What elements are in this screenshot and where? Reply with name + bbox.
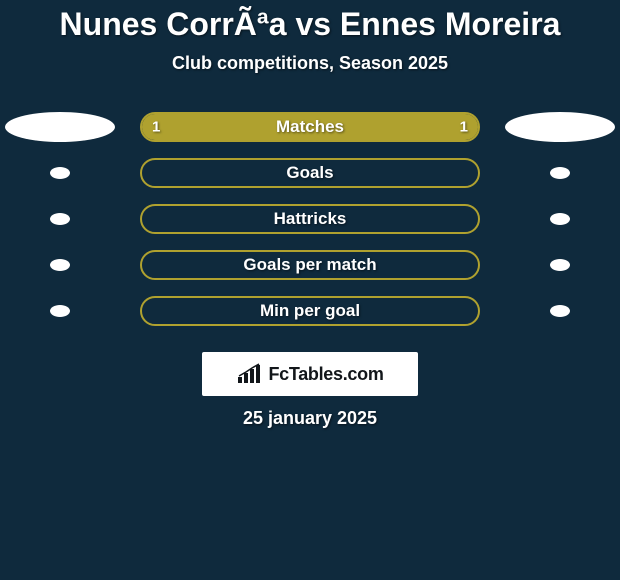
value-ellipse-left bbox=[50, 305, 70, 317]
stat-bar: Goals per match bbox=[140, 250, 480, 280]
comparison-infographic: Nunes CorrÃªa vs Ennes Moreira Club comp… bbox=[0, 0, 620, 580]
stat-label: Goals bbox=[142, 163, 478, 183]
stat-bar: Goals bbox=[140, 158, 480, 188]
value-ellipse-left bbox=[50, 213, 70, 225]
stat-row: Goals bbox=[0, 158, 620, 188]
stat-rows: Matches11GoalsHattricksGoals per matchMi… bbox=[0, 112, 620, 326]
chart-icon bbox=[236, 363, 262, 385]
stat-label: Goals per match bbox=[142, 255, 478, 275]
value-ellipse-right bbox=[550, 259, 570, 271]
stat-label: Hattricks bbox=[142, 209, 478, 229]
stat-row: Min per goal bbox=[0, 296, 620, 326]
stat-row: Goals per match bbox=[0, 250, 620, 280]
stat-bar: Matches11 bbox=[140, 112, 480, 142]
stat-row: Matches11 bbox=[0, 112, 620, 142]
stat-value-left: 1 bbox=[152, 119, 160, 136]
value-ellipse-left bbox=[5, 112, 115, 142]
page-title: Nunes CorrÃªa vs Ennes Moreira bbox=[0, 0, 620, 43]
stat-bar: Min per goal bbox=[140, 296, 480, 326]
value-ellipse-right bbox=[550, 305, 570, 317]
stat-row: Hattricks bbox=[0, 204, 620, 234]
stat-bar: Hattricks bbox=[140, 204, 480, 234]
value-ellipse-right bbox=[550, 167, 570, 179]
date-text: 25 january 2025 bbox=[0, 408, 620, 429]
logo-text: FcTables.com bbox=[268, 364, 383, 385]
value-ellipse-left bbox=[50, 259, 70, 271]
stat-label: Min per goal bbox=[142, 301, 478, 321]
value-ellipse-right bbox=[550, 213, 570, 225]
value-ellipse-left bbox=[50, 167, 70, 179]
logo-box: FcTables.com bbox=[202, 352, 418, 396]
subtitle: Club competitions, Season 2025 bbox=[0, 53, 620, 74]
bar-fill-left bbox=[142, 114, 310, 140]
bar-fill-right bbox=[310, 114, 478, 140]
stat-value-right: 1 bbox=[460, 119, 468, 136]
value-ellipse-right bbox=[505, 112, 615, 142]
